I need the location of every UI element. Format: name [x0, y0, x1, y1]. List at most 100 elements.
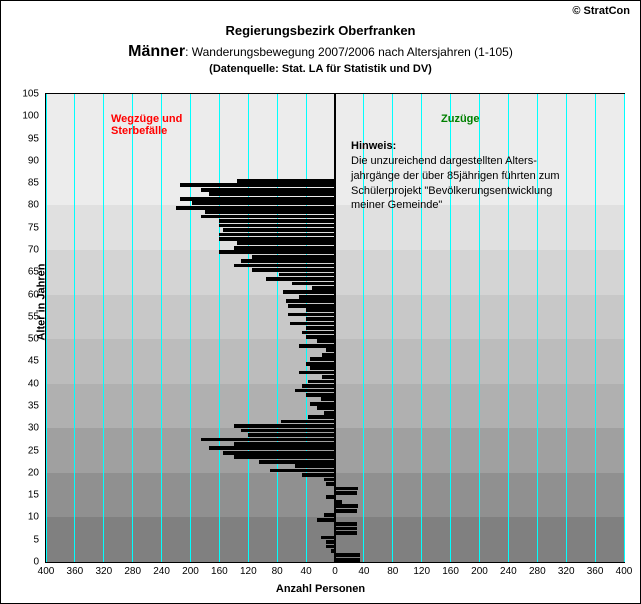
y-tick-label: 90 — [28, 155, 39, 166]
bar — [219, 224, 335, 228]
bar — [312, 286, 335, 290]
hint-l1: Die unzureichend dargestellten Alters- — [351, 155, 537, 167]
x-tick-label: 320 — [95, 566, 112, 577]
y-tick-label: 0 — [33, 557, 39, 568]
bar — [335, 487, 358, 491]
x-axis-title: Anzahl Personen — [1, 583, 640, 595]
bar — [237, 241, 335, 245]
x-tick-label: 240 — [153, 566, 170, 577]
gridline — [161, 94, 162, 562]
bar — [270, 469, 335, 473]
x-tick-label: 120 — [240, 566, 257, 577]
title-region: Regierungsbezirk Oberfranken — [1, 23, 640, 38]
gridline — [624, 94, 625, 562]
bar — [310, 357, 335, 361]
bar — [219, 233, 335, 237]
y-tick-label: 15 — [28, 490, 39, 501]
gridline — [132, 94, 133, 562]
hint-l3: Schülerprojekt "Bevölkerungsentwicklung — [351, 185, 552, 197]
bar — [302, 331, 335, 335]
chart-frame: © StratCon Regierungsbezirk Oberfranken … — [0, 0, 641, 604]
y-tick-label: 10 — [28, 512, 39, 523]
x-tick-label: 360 — [67, 566, 84, 577]
bar — [295, 464, 335, 468]
gridline — [219, 94, 220, 562]
bar — [321, 397, 335, 401]
bar — [335, 558, 360, 562]
hint-l4: meiner Gemeinde" — [351, 199, 442, 211]
bar — [321, 536, 335, 540]
bar — [299, 344, 335, 348]
bar — [310, 366, 335, 370]
x-tick-label: 200 — [471, 566, 488, 577]
bar — [308, 380, 335, 384]
y-tick-label: 60 — [28, 289, 39, 300]
bar — [237, 179, 335, 183]
bar — [299, 371, 335, 375]
bar — [223, 228, 335, 232]
y-tick-label: 5 — [33, 534, 39, 545]
bar — [317, 518, 335, 522]
x-tick-label: 40 — [301, 566, 312, 577]
title-main-bold: Männer — [128, 43, 185, 60]
gridline — [103, 94, 104, 562]
bar — [219, 250, 335, 254]
bar — [335, 509, 357, 513]
legend-left-l1: Wegzüge und — [111, 113, 182, 125]
bar — [279, 273, 335, 277]
y-tick-label: 30 — [28, 423, 39, 434]
bar — [308, 415, 335, 419]
bar — [335, 491, 357, 495]
bar — [299, 295, 335, 299]
bar — [252, 268, 335, 272]
y-tick-label: 25 — [28, 445, 39, 456]
legend-left: Wegzüge und Sterbefälle — [111, 113, 182, 137]
x-tick-label: 400 — [616, 566, 633, 577]
bar — [180, 183, 335, 187]
bar — [266, 277, 335, 281]
y-tick-label: 40 — [28, 378, 39, 389]
hint-head: Hinweis: — [351, 140, 396, 152]
bar — [286, 299, 335, 303]
y-tick-label: 55 — [28, 311, 39, 322]
bar — [223, 451, 335, 455]
gridline — [595, 94, 596, 562]
legend-right: Zuzüge — [441, 113, 480, 125]
bar — [201, 188, 335, 192]
bar — [209, 446, 335, 450]
bar — [335, 522, 357, 526]
gridline — [248, 94, 249, 562]
x-tick-label: 200 — [182, 566, 199, 577]
bar — [192, 201, 335, 205]
bar — [281, 420, 335, 424]
y-tick-label: 45 — [28, 356, 39, 367]
y-tick-label: 70 — [28, 245, 39, 256]
bar — [288, 313, 335, 317]
x-tick-label: 160 — [211, 566, 228, 577]
y-tick-label: 20 — [28, 467, 39, 478]
gridline — [190, 94, 191, 562]
bar — [234, 264, 335, 268]
bar — [295, 389, 335, 393]
title-main-rest: : Wanderungsbewegung 2007/2006 nach Alte… — [185, 45, 513, 59]
bar — [248, 433, 335, 437]
bar — [205, 210, 335, 214]
y-tick-label: 100 — [22, 111, 39, 122]
bar — [201, 438, 335, 442]
bar — [241, 429, 335, 433]
bar — [219, 237, 335, 241]
x-tick-label: 280 — [529, 566, 546, 577]
y-tick-label: 85 — [28, 178, 39, 189]
y-tick-label: 75 — [28, 222, 39, 233]
bar — [335, 504, 358, 508]
bar — [335, 553, 360, 557]
bar — [241, 259, 335, 263]
y-tick-label: 65 — [28, 267, 39, 278]
gridline — [566, 94, 567, 562]
bar — [306, 326, 335, 330]
bar — [252, 255, 335, 259]
y-tick-label: 50 — [28, 334, 39, 345]
x-tick-label: 120 — [413, 566, 430, 577]
bar — [176, 206, 335, 210]
bar — [335, 527, 357, 531]
